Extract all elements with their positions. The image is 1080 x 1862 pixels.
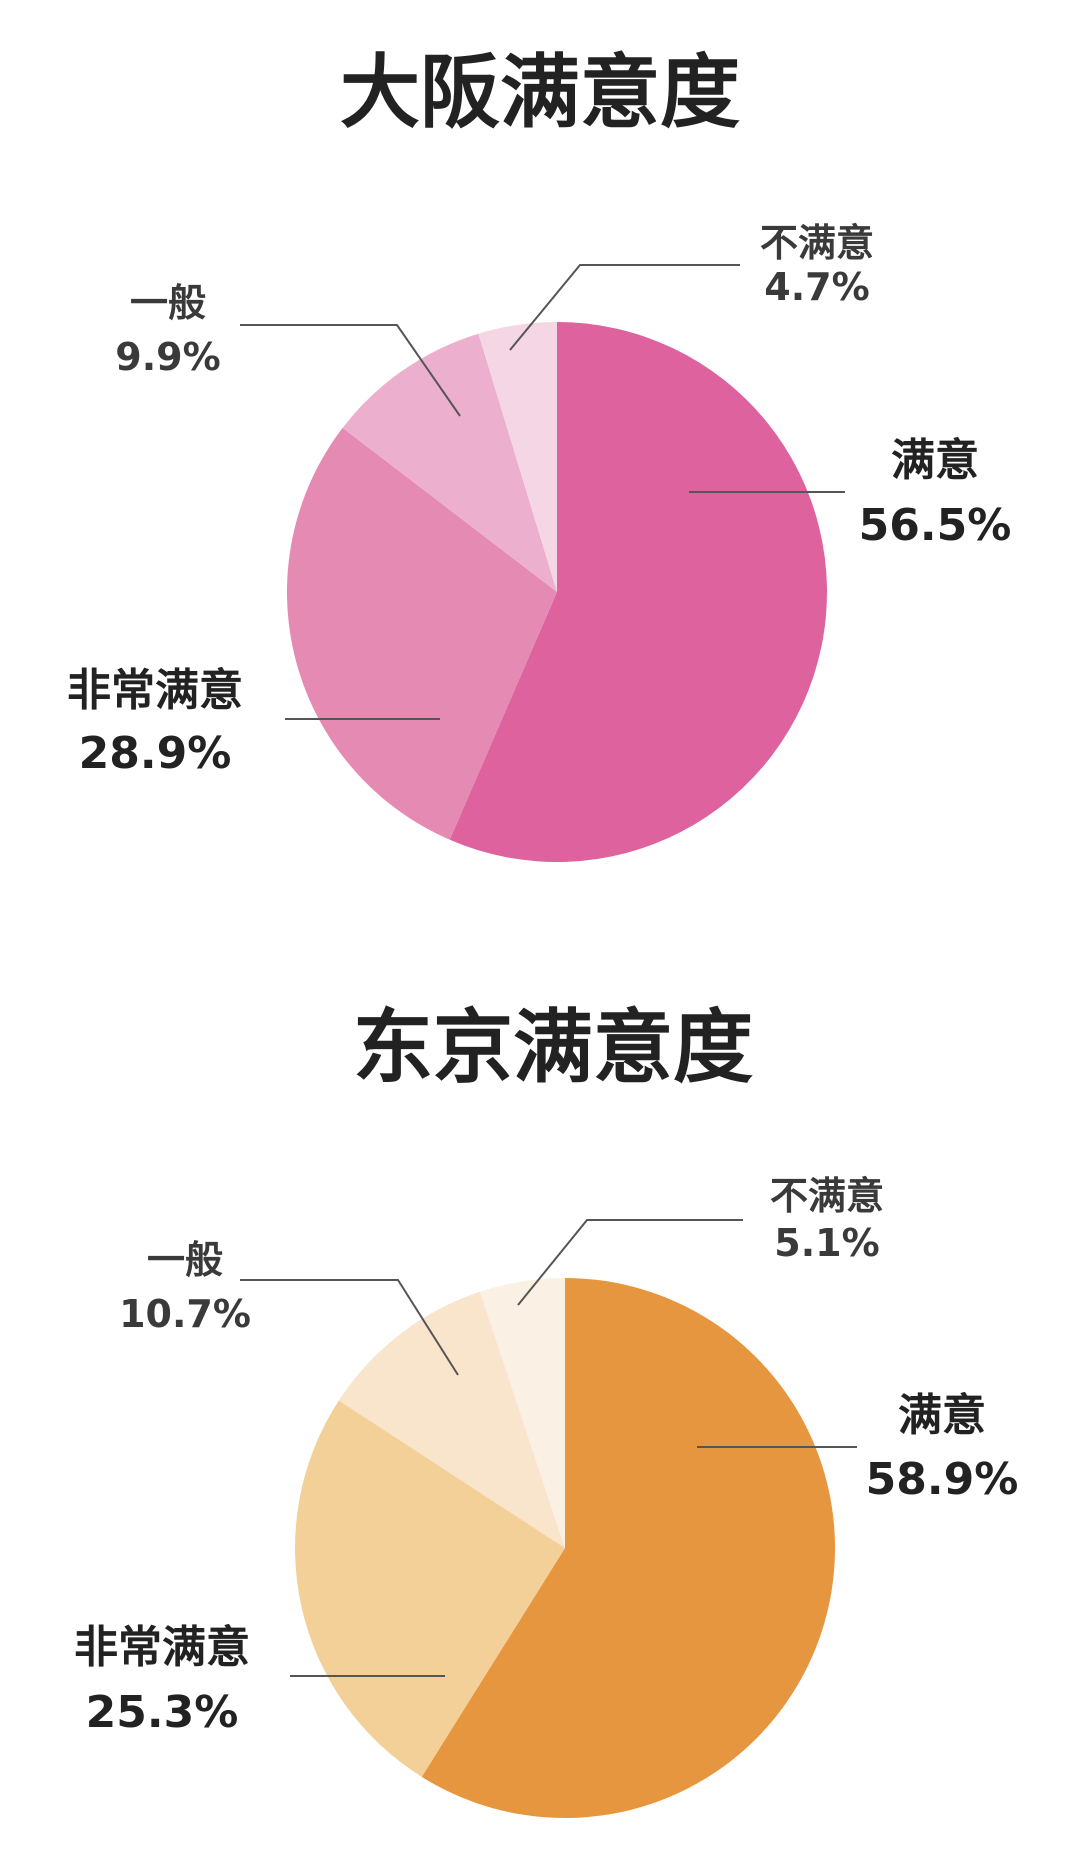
slice-label-value: 56.5% bbox=[859, 500, 1012, 551]
slice-dissatisfied bbox=[478, 322, 557, 592]
slice-label-value: 58.9% bbox=[866, 1454, 1019, 1505]
slice-label-name: 非常满意 bbox=[67, 665, 243, 716]
slice-satisfied bbox=[449, 322, 828, 862]
slice-label-name: 一般 bbox=[147, 1238, 223, 1282]
leader-line-neutral bbox=[240, 324, 461, 417]
slice-label-value: 28.9% bbox=[79, 728, 232, 779]
slice-neutral bbox=[338, 1291, 565, 1548]
slice-label-value: 9.9% bbox=[115, 335, 220, 379]
pie-osaka bbox=[287, 322, 828, 862]
slice-label-value: 10.7% bbox=[119, 1292, 251, 1336]
slice-label-value: 4.7% bbox=[764, 265, 869, 309]
slice-label-name: 满意 bbox=[891, 435, 979, 486]
slice-neutral bbox=[342, 333, 557, 592]
chart-osaka: 大阪满意度 满意 56.5% 非常满意 28.9% 一般 9.9% 不满意 4.… bbox=[67, 46, 1011, 862]
slice-label-name: 不满意 bbox=[770, 1174, 884, 1218]
slice-label-name: 一般 bbox=[130, 281, 206, 325]
chart-title: 东京满意度 bbox=[353, 1001, 753, 1094]
chart-tokyo: 东京满意度 满意 58.9% 非常满意 25.3% 一般 10.7% 不满意 5… bbox=[74, 1001, 1018, 1818]
slice-label-name: 满意 bbox=[898, 1390, 986, 1441]
leader-line-dissatisfied bbox=[509, 264, 740, 351]
slice-very-satisfied bbox=[295, 1400, 565, 1777]
chart-title: 大阪满意度 bbox=[340, 46, 740, 139]
slice-satisfied bbox=[421, 1278, 836, 1818]
slice-label-value: 5.1% bbox=[774, 1221, 879, 1265]
slice-label-value: 25.3% bbox=[86, 1687, 239, 1738]
slice-label-name: 不满意 bbox=[760, 221, 874, 265]
slice-dissatisfied bbox=[479, 1278, 565, 1548]
leader-line-neutral bbox=[240, 1279, 459, 1376]
pie-tokyo bbox=[295, 1278, 836, 1818]
leader-line-dissatisfied bbox=[517, 1219, 743, 1306]
slice-label-name: 非常满意 bbox=[74, 1622, 250, 1673]
slice-very-satisfied bbox=[287, 427, 557, 840]
